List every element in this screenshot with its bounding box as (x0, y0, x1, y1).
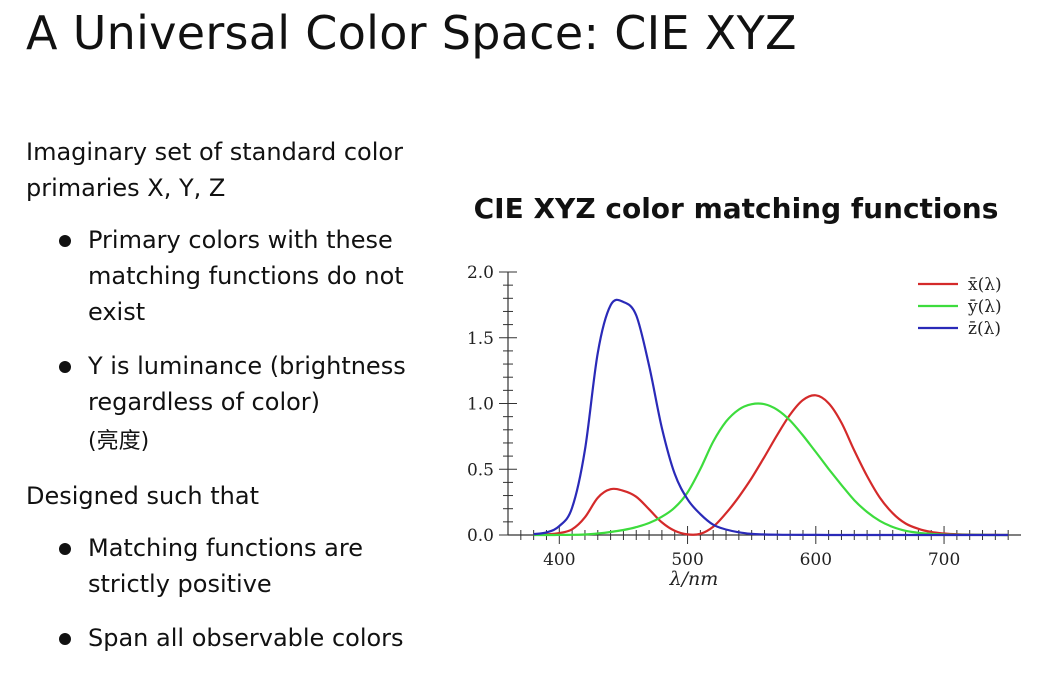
bullet-dot (59, 543, 71, 555)
bullet-line: exist (88, 298, 146, 326)
intro-line-2: primaries X, Y, Z (26, 174, 226, 202)
z-bar-series-line (533, 298, 1009, 537)
bullet-item: Span all observable colors (26, 620, 446, 656)
legend-label: x̄(λ) (968, 275, 1002, 295)
bullet-dot (59, 361, 71, 373)
bullet-list-primaries: Primary colors with these matching funct… (26, 222, 446, 460)
x-bar-series-line (533, 394, 1009, 537)
left-text-column: Imaginary set of standard color primarie… (26, 134, 446, 674)
y-bar-series-line (533, 402, 1009, 537)
color-matching-chart: 400 500 600 700 0.0 0.5 1.0 1.5 2.0 λ/nm x̄(λ)ȳ(λ)… (467, 263, 1021, 590)
x-axis-label: λ/nm (669, 568, 719, 590)
intro-text: Imaginary set of standard color primarie… (26, 134, 446, 206)
x-tick-label: 400 (543, 550, 575, 570)
bullet-list-design: Matching functions are strictly positive… (26, 530, 446, 656)
bullet-line: regardless of color) (88, 388, 321, 416)
bullet-line: strictly positive (88, 570, 272, 598)
bullet-line: Matching functions are (88, 534, 363, 562)
bullet-line: Span all observable colors (88, 624, 404, 652)
y-tick-label: 1.5 (467, 329, 494, 349)
bullet-dot (59, 235, 71, 247)
slide-title: A Universal Color Space: CIE XYZ (26, 6, 797, 60)
bullet-item: Y is luminance (brightness regardless of… (26, 348, 446, 460)
bullet-item: Primary colors with these matching funct… (26, 222, 446, 330)
legend-label: z̄(λ) (968, 319, 1001, 339)
x-tick-label: 700 (928, 550, 960, 570)
x-tick-label: 600 (800, 550, 832, 570)
y-tick-label: 0.5 (467, 460, 494, 480)
intro-line-1: Imaginary set of standard color (26, 138, 403, 166)
bullet-line: Y is luminance (brightness (88, 352, 406, 380)
y-tick-label: 2.0 (467, 263, 494, 283)
x-tick-label: 500 (671, 550, 703, 570)
legend-label: ȳ(λ) (967, 297, 1002, 317)
bullet-item: Matching functions are strictly positive (26, 530, 446, 602)
designed-text: Designed such that (26, 482, 259, 510)
bullet-line: matching functions do not (88, 262, 404, 290)
chinese-note: (亮度) (88, 429, 150, 454)
y-tick-label: 0.0 (467, 526, 494, 546)
y-tick-label: 1.0 (467, 395, 494, 415)
bullet-line: Primary colors with these (88, 226, 393, 254)
chart-title: CIE XYZ color matching functions (473, 192, 999, 225)
bullet-dot (59, 633, 71, 645)
